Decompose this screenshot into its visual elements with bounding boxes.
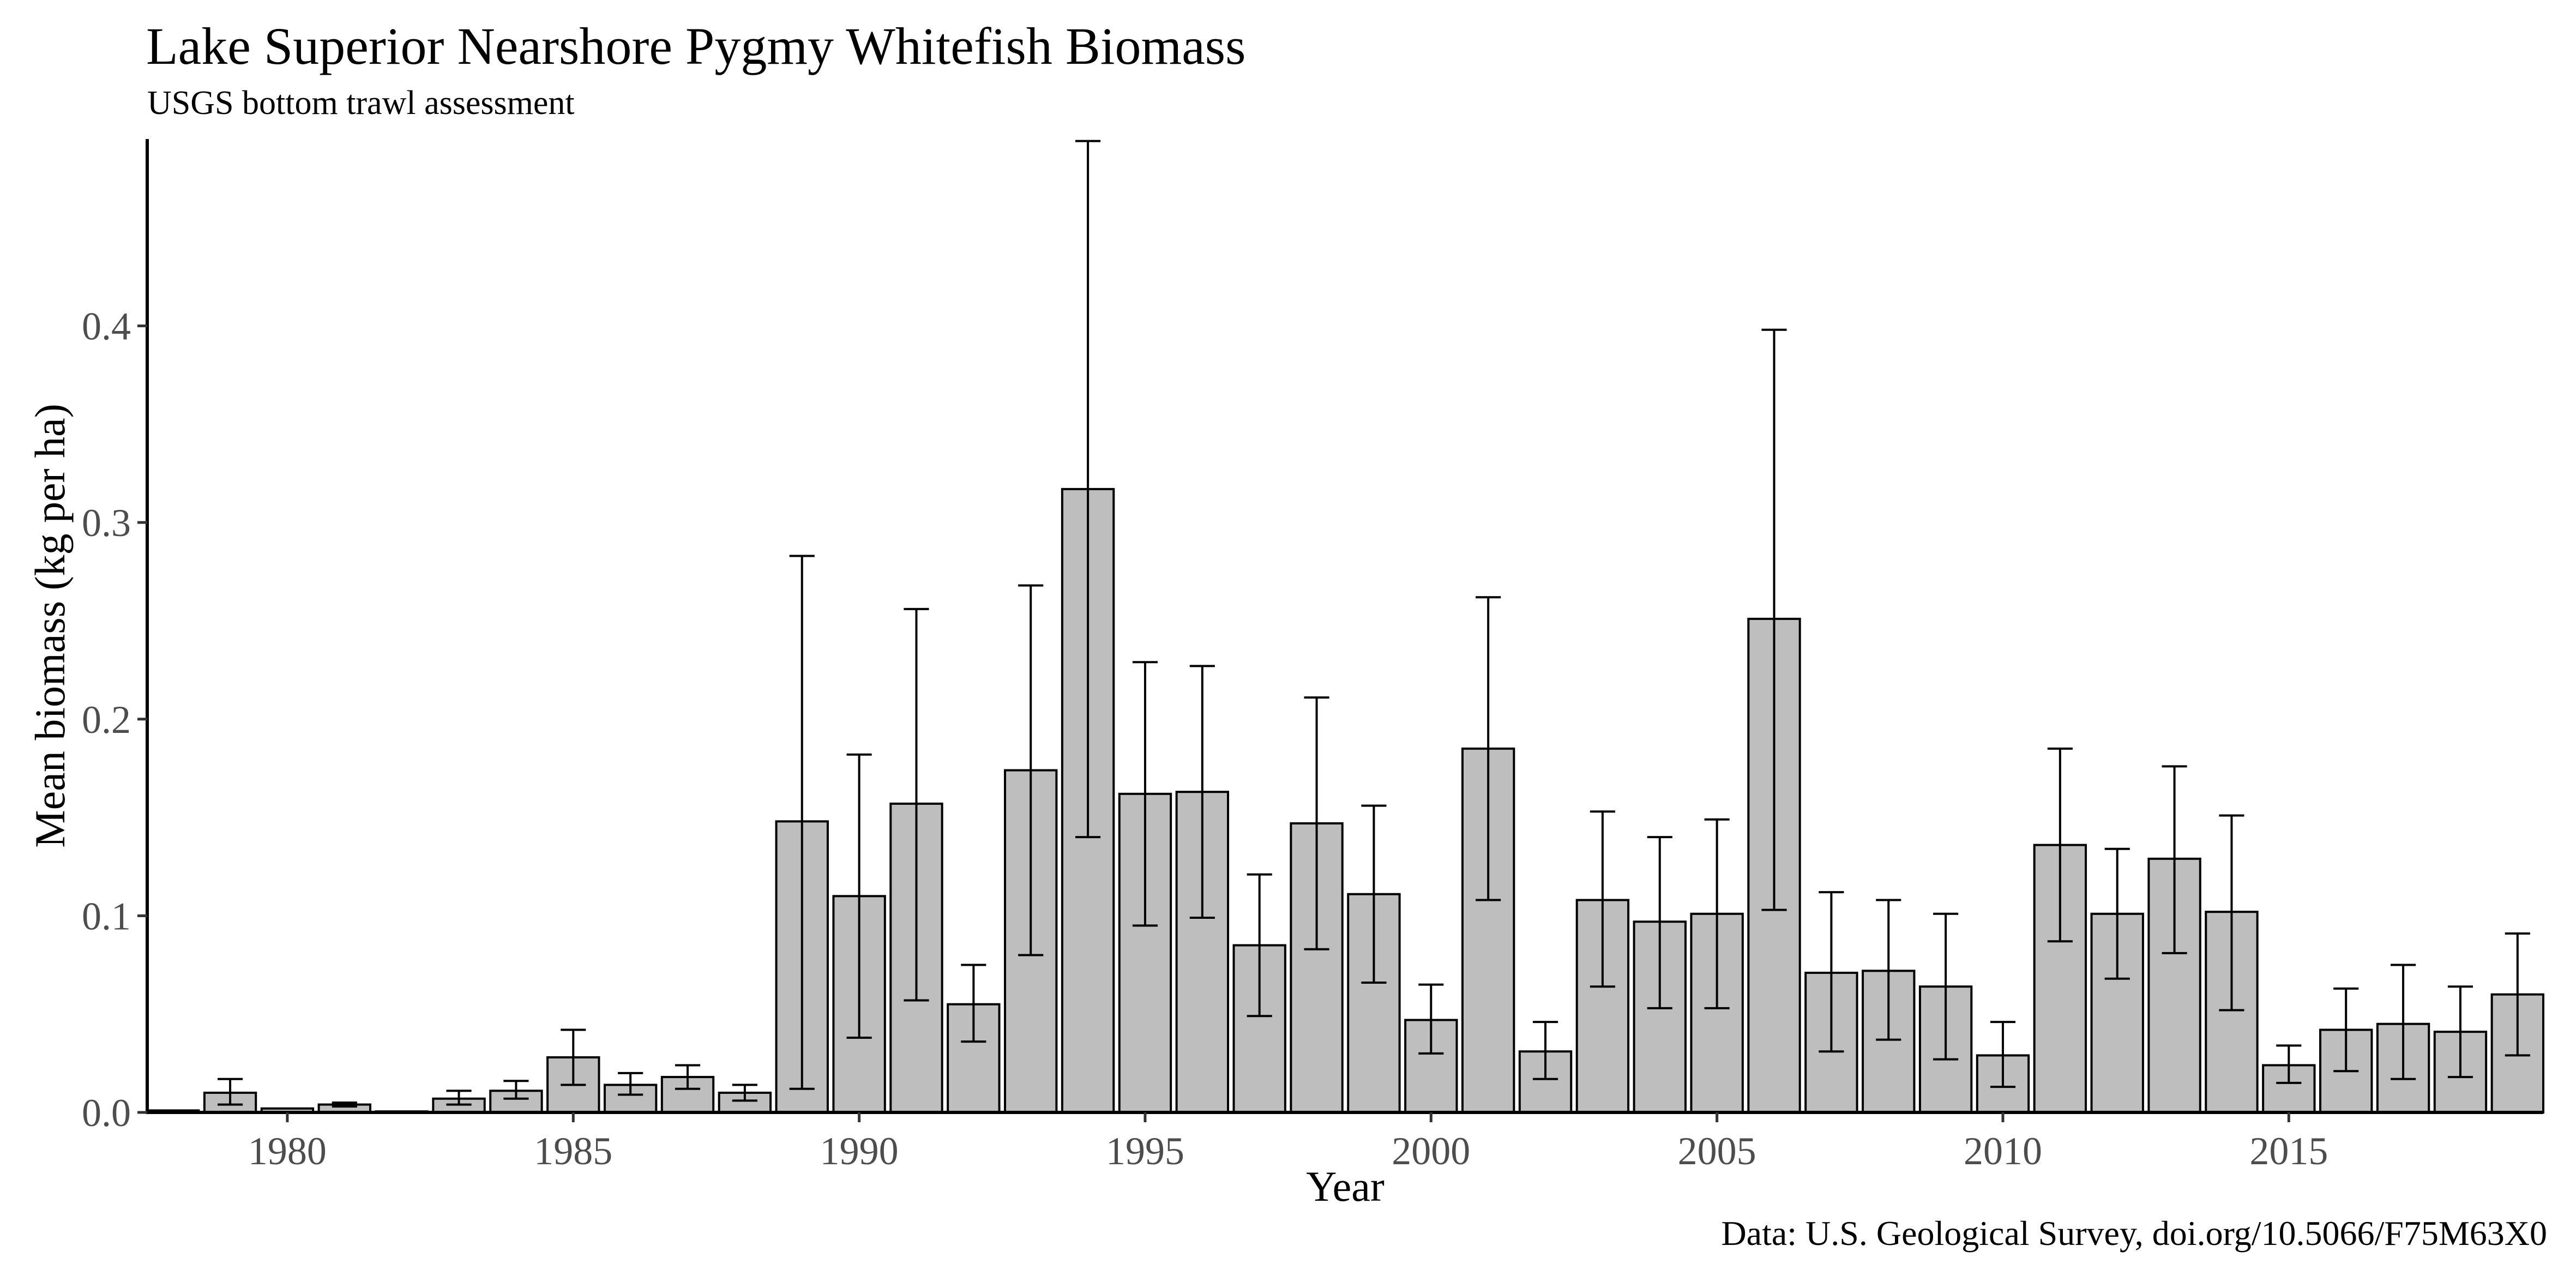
error-bar-1983: [446, 1090, 472, 1106]
error-bar-2012: [2104, 847, 2130, 980]
error-bar-2015: [2276, 1044, 2302, 1084]
error-bar-1987: [675, 1064, 701, 1090]
x-tick-label: 1980: [248, 1129, 327, 1173]
x-ticks-layer: 1980 1985 1990 1995 2000 2005 2010 2015: [248, 1112, 2328, 1173]
error-bar-1984: [503, 1080, 529, 1100]
x-tick-label: 2015: [2249, 1129, 2328, 1173]
error-bar-2019: [2505, 932, 2530, 1057]
y-tick-label: 0.1: [82, 894, 131, 938]
error-bar-1979: [217, 1078, 243, 1106]
x-tick-label: 1985: [534, 1129, 612, 1173]
error-bar-2011: [2047, 747, 2073, 943]
error-bar-1999: [1361, 804, 1387, 984]
error-bar-1989: [789, 555, 815, 1090]
error-bar-1994: [1075, 140, 1101, 839]
chart-caption: Data: U.S. Geological Survey, doi.org/10…: [1721, 1214, 2547, 1253]
error-bar-1997: [1247, 873, 1272, 1018]
y-tick-label: 0.0: [82, 1091, 131, 1135]
chart-title: Lake Superior Nearshore Pygmy Whitefish …: [146, 17, 1246, 75]
error-bar-1988: [732, 1084, 757, 1102]
error-bar-1998: [1304, 696, 1329, 950]
error-bar-1990: [846, 753, 872, 1039]
error-bar-2016: [2333, 987, 2359, 1073]
error-bar-2002: [1532, 1021, 1558, 1080]
y-tick-label: 0.3: [82, 501, 131, 545]
error-bar-2000: [1418, 983, 1444, 1055]
y-axis-title: Mean biomass (kg per ha): [26, 404, 74, 847]
error-bar-2017: [2391, 964, 2416, 1080]
error-bars-layer: [217, 140, 2530, 1108]
y-ticks-layer: 0.0 0.1 0.2 0.3 0.4: [82, 305, 147, 1135]
x-tick-label: 2005: [1678, 1129, 1756, 1173]
x-tick-label: 1990: [820, 1129, 899, 1173]
error-bar-2010: [1990, 1021, 2016, 1088]
bars-layer: [146, 487, 2545, 1114]
x-tick-label: 2000: [1392, 1129, 1470, 1173]
error-bar-1992: [961, 964, 986, 1043]
error-bar-2004: [1647, 836, 1672, 1009]
error-bar-2006: [1761, 328, 1787, 911]
y-tick-label: 0.2: [82, 698, 131, 742]
error-bar-2001: [1476, 596, 1501, 901]
error-bar-1993: [1018, 584, 1044, 956]
error-bar-1991: [904, 607, 929, 1002]
error-bar-1995: [1132, 661, 1158, 927]
error-bar-2018: [2447, 985, 2473, 1079]
error-bar-2005: [1704, 818, 1730, 1009]
x-tick-label: 2010: [1964, 1129, 2042, 1173]
error-bar-2013: [2162, 765, 2187, 954]
error-bar-1981: [332, 1101, 357, 1108]
x-axis-title: Year: [1306, 1163, 1385, 1210]
chart-subtitle: USGS bottom trawl assessment: [147, 85, 575, 122]
error-bar-2007: [1819, 891, 1844, 1053]
error-bar-2003: [1590, 810, 1615, 988]
error-bar-1985: [561, 1028, 586, 1086]
y-tick-label: 0.4: [82, 305, 131, 348]
x-tick-label: 1995: [1106, 1129, 1184, 1173]
error-bar-2008: [1876, 899, 1901, 1041]
error-bar-2014: [2219, 814, 2244, 1012]
error-bar-1996: [1189, 665, 1215, 919]
error-bar-1986: [618, 1072, 643, 1096]
error-bar-2009: [1933, 912, 1959, 1061]
